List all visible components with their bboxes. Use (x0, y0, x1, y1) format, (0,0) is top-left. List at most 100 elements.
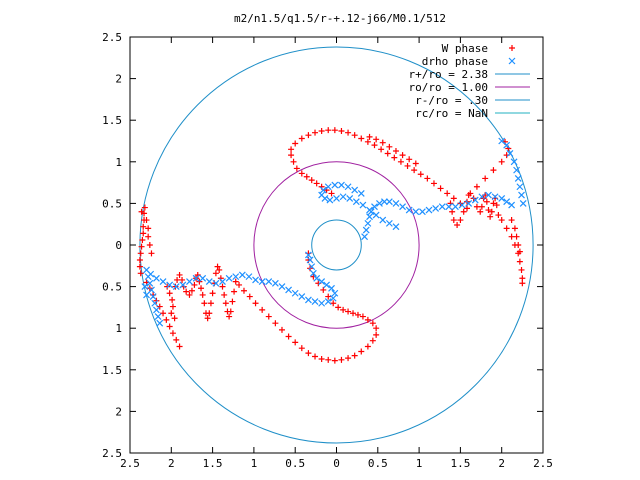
data-point (288, 146, 295, 153)
data-point (405, 206, 413, 214)
y-tick-label: 0.5 (102, 281, 122, 294)
x-tick-label: 1.5 (450, 457, 470, 470)
data-point (516, 258, 523, 265)
legend-label: r+/ro = 2.38 (409, 68, 488, 81)
data-point (449, 208, 456, 215)
data-point (219, 283, 226, 290)
legend-entry: r+/ro = 2.38 (409, 68, 530, 81)
data-point (206, 310, 213, 317)
data-point (498, 194, 506, 202)
data-point (147, 270, 155, 278)
x-tick-label: 1.5 (203, 457, 223, 470)
legend-marker (508, 57, 516, 65)
data-point (412, 160, 419, 167)
data-point (259, 306, 266, 313)
legend-entry: drho phase (422, 55, 516, 68)
data-point (192, 274, 200, 282)
data-point (445, 203, 453, 211)
data-point (229, 298, 236, 305)
y-tick-label: 1 (115, 322, 122, 335)
data-point (373, 136, 380, 143)
data-point (345, 129, 352, 136)
data-point (515, 242, 522, 248)
data-point (238, 271, 246, 279)
data-point (338, 128, 345, 135)
data-point (236, 281, 243, 288)
data-point (212, 270, 219, 277)
data-point (265, 278, 273, 286)
data-point (226, 313, 233, 320)
y-tick-label: 1 (115, 156, 122, 169)
data-point (498, 158, 505, 165)
data-point (503, 225, 510, 232)
data-point (478, 193, 486, 201)
data-point (232, 273, 240, 281)
data-point (473, 183, 480, 190)
data-point (450, 195, 457, 202)
data-point (384, 150, 391, 157)
data-point (313, 274, 321, 282)
x-tick-label: 1 (251, 457, 258, 470)
data-point (452, 203, 459, 211)
data-point (352, 198, 360, 206)
y-tick-label: 2 (115, 405, 122, 418)
data-point (292, 140, 299, 147)
data-point (411, 167, 418, 174)
data-point (232, 278, 239, 285)
data-point (146, 279, 154, 287)
data-point (199, 291, 206, 298)
data-point (324, 183, 332, 191)
data-point (216, 266, 223, 273)
data-point (379, 216, 387, 224)
data-point (151, 299, 159, 307)
data-point (285, 333, 292, 340)
x-tick-label: 0.5 (368, 457, 388, 470)
legend-label: r-/ro = .30 (415, 94, 488, 107)
data-point (487, 213, 494, 220)
y-tick-label: 1.5 (102, 114, 122, 127)
data-point (406, 156, 413, 163)
data-point (498, 137, 506, 145)
data-point (166, 290, 173, 297)
legend-entry: W phase (442, 42, 515, 55)
data-point (376, 199, 383, 207)
data-point (153, 274, 160, 282)
data-point (146, 242, 153, 248)
data-point (318, 128, 325, 135)
data-point (385, 198, 393, 206)
data-point (335, 304, 342, 311)
data-point (176, 343, 183, 350)
data-point (331, 357, 338, 364)
data-point (514, 175, 522, 182)
data-point (513, 166, 520, 174)
data-point (498, 217, 505, 224)
data-point (465, 192, 472, 199)
data-point (324, 298, 332, 306)
data-point (392, 199, 400, 207)
data-point (278, 326, 285, 333)
data-point (166, 281, 174, 289)
radius-circles (139, 46, 534, 444)
data-point (272, 320, 279, 327)
data-point (137, 270, 144, 277)
data-point (285, 286, 293, 294)
data-point (323, 281, 331, 289)
data-point (198, 285, 205, 292)
data-point (330, 300, 337, 307)
data-point (138, 243, 145, 250)
data-point (240, 287, 247, 294)
data-point (168, 310, 175, 317)
data-point (298, 135, 305, 142)
data-point (139, 237, 146, 244)
data-point (136, 256, 143, 263)
data-point (318, 299, 326, 307)
data-point (344, 183, 352, 191)
data-point (252, 300, 259, 307)
data-point (444, 190, 451, 197)
data-point (225, 274, 233, 282)
data-point (510, 158, 518, 166)
data-point (137, 250, 144, 257)
data-point (291, 289, 299, 297)
data-point (188, 287, 195, 294)
